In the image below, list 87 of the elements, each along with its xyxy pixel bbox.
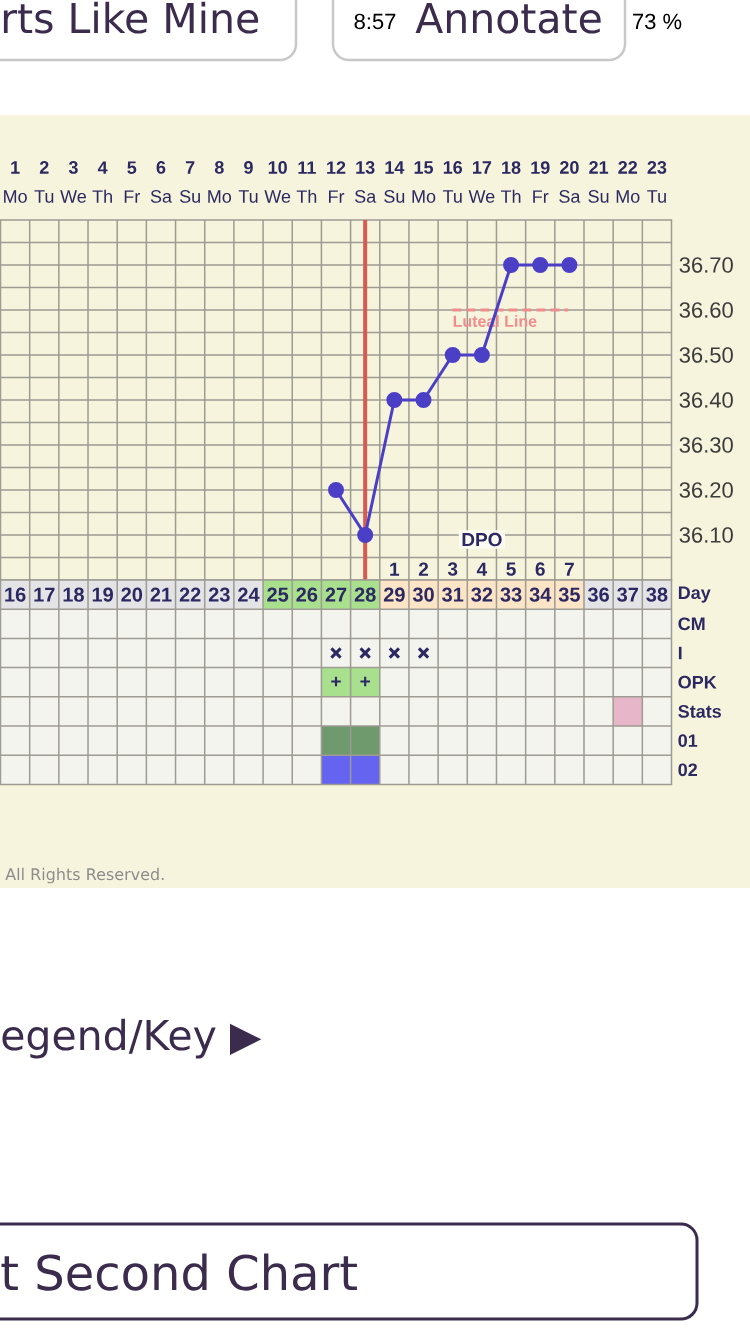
y-tick-label: 36.50 xyxy=(679,347,733,363)
x-tick-label: 19 xyxy=(92,587,113,602)
x-tick-label: 12 Fr xyxy=(327,161,346,203)
y-tick-label: Day xyxy=(678,586,711,603)
y-tick-label: 36.10 xyxy=(679,527,733,543)
x-tick-label: 20 Sa xyxy=(559,161,581,203)
text: Annotate xyxy=(415,3,601,34)
y-tick-label: 02 xyxy=(678,763,698,777)
x-tick-label: 21 xyxy=(150,587,172,602)
x-tick-label: 18 xyxy=(63,587,84,602)
x-tick-label: 17 xyxy=(34,587,55,602)
x-tick-label: 9 Tu xyxy=(238,161,258,203)
x-tick-label: 26 xyxy=(296,587,318,602)
x-tick-label: 2 Tu xyxy=(34,161,54,203)
y-tick-label: OPK xyxy=(678,675,717,689)
x-tick-label: 35 xyxy=(558,587,580,602)
y-tick-label: 36.60 xyxy=(679,302,733,318)
x-tick-label: 23 Tu xyxy=(647,161,667,203)
annotation: + xyxy=(331,676,341,687)
x-tick-label: 16 xyxy=(5,587,26,602)
point xyxy=(561,257,578,273)
x-tick-label: 14 Su xyxy=(384,161,405,203)
x-tick-label: 17 We xyxy=(468,161,495,203)
point xyxy=(328,482,344,498)
x-tick-label: 27 xyxy=(325,587,347,602)
y-tick-label: I xyxy=(678,646,682,660)
text: 8:57 xyxy=(354,13,396,30)
x-tick-label: 1 Mo xyxy=(4,161,27,203)
x-tick-label: 4 Th xyxy=(92,161,112,203)
y-tick-label: CM xyxy=(678,617,705,631)
y-tick-label: 36.40 xyxy=(679,392,733,408)
y-tick-label: 36.20 xyxy=(679,482,733,498)
x-tick-label: 31 xyxy=(442,587,464,602)
text: All Rights Reserved. xyxy=(5,867,164,884)
x-tick-label: 18 Th xyxy=(500,161,521,203)
x-tick-label: 38 xyxy=(646,587,668,602)
x-tick-label: 10 We xyxy=(264,161,291,203)
x-tick-label: 28 xyxy=(354,587,376,602)
x-tick-label: 20 xyxy=(121,587,143,602)
point xyxy=(473,347,490,363)
text: rts Like Mine xyxy=(3,1,259,34)
x-tick-label: 19 Fr xyxy=(531,161,550,203)
point xyxy=(532,257,549,273)
x-tick-label: 15 Mo xyxy=(412,161,436,203)
x2-axis-title: DPO xyxy=(462,532,502,547)
x-tick-label: 6 Sa xyxy=(150,161,172,203)
text: 73 % xyxy=(633,13,682,30)
bar xyxy=(321,755,380,785)
point xyxy=(503,257,520,273)
x2-tick-label: 2 xyxy=(418,562,429,576)
y-tick-label: 01 xyxy=(678,734,698,747)
point xyxy=(415,392,432,408)
x-tick-label: 11 Th xyxy=(296,161,317,203)
annotation: + xyxy=(360,676,370,687)
x-tick-label: 8 Mo xyxy=(208,161,232,203)
x-tick-label: 37 xyxy=(617,587,638,602)
x-tick-label: 22 Mo xyxy=(616,161,640,203)
x-tick-label: 25 xyxy=(267,587,289,602)
x2-tick-label: 3 xyxy=(447,562,458,576)
point xyxy=(444,347,461,363)
text: t Second Chart xyxy=(1,1253,357,1291)
x-tick-label: 23 xyxy=(208,587,230,602)
y-tick-label: 36.30 xyxy=(679,437,733,453)
x-tick-label: 22 xyxy=(179,587,201,602)
x-tick-label: 36 xyxy=(587,587,609,602)
point xyxy=(386,392,403,408)
x2-tick-label: 6 xyxy=(535,562,545,576)
x-tick-label: 13 Sa xyxy=(354,161,377,203)
x2-tick-label: 1 xyxy=(390,562,400,576)
x-tick-label: 32 xyxy=(471,587,493,602)
x-tick-label: 3 We xyxy=(60,161,86,203)
text: egend/Key ▶ xyxy=(2,1018,262,1059)
y-tick-label: 36.70 xyxy=(679,257,733,273)
x2-tick-label: 7 xyxy=(564,562,574,576)
x2-tick-label: 4 xyxy=(476,562,488,576)
x-tick-label: 34 xyxy=(529,587,552,602)
x2-tick-label: 5 xyxy=(506,562,516,576)
x-tick-label: 24 xyxy=(238,587,260,602)
x-tick-label: 7 Su xyxy=(179,161,200,203)
x-tick-label: 29 xyxy=(383,587,405,602)
x-tick-label: 21 Su xyxy=(588,161,609,203)
y-tick-label: Stats xyxy=(678,705,721,718)
x-tick-label: 30 xyxy=(412,587,434,602)
x-tick-label: 33 xyxy=(500,587,522,602)
point xyxy=(357,527,374,543)
x-tick-label: 16 Tu xyxy=(442,161,463,203)
x-tick-label: 5 Fr xyxy=(124,161,140,203)
